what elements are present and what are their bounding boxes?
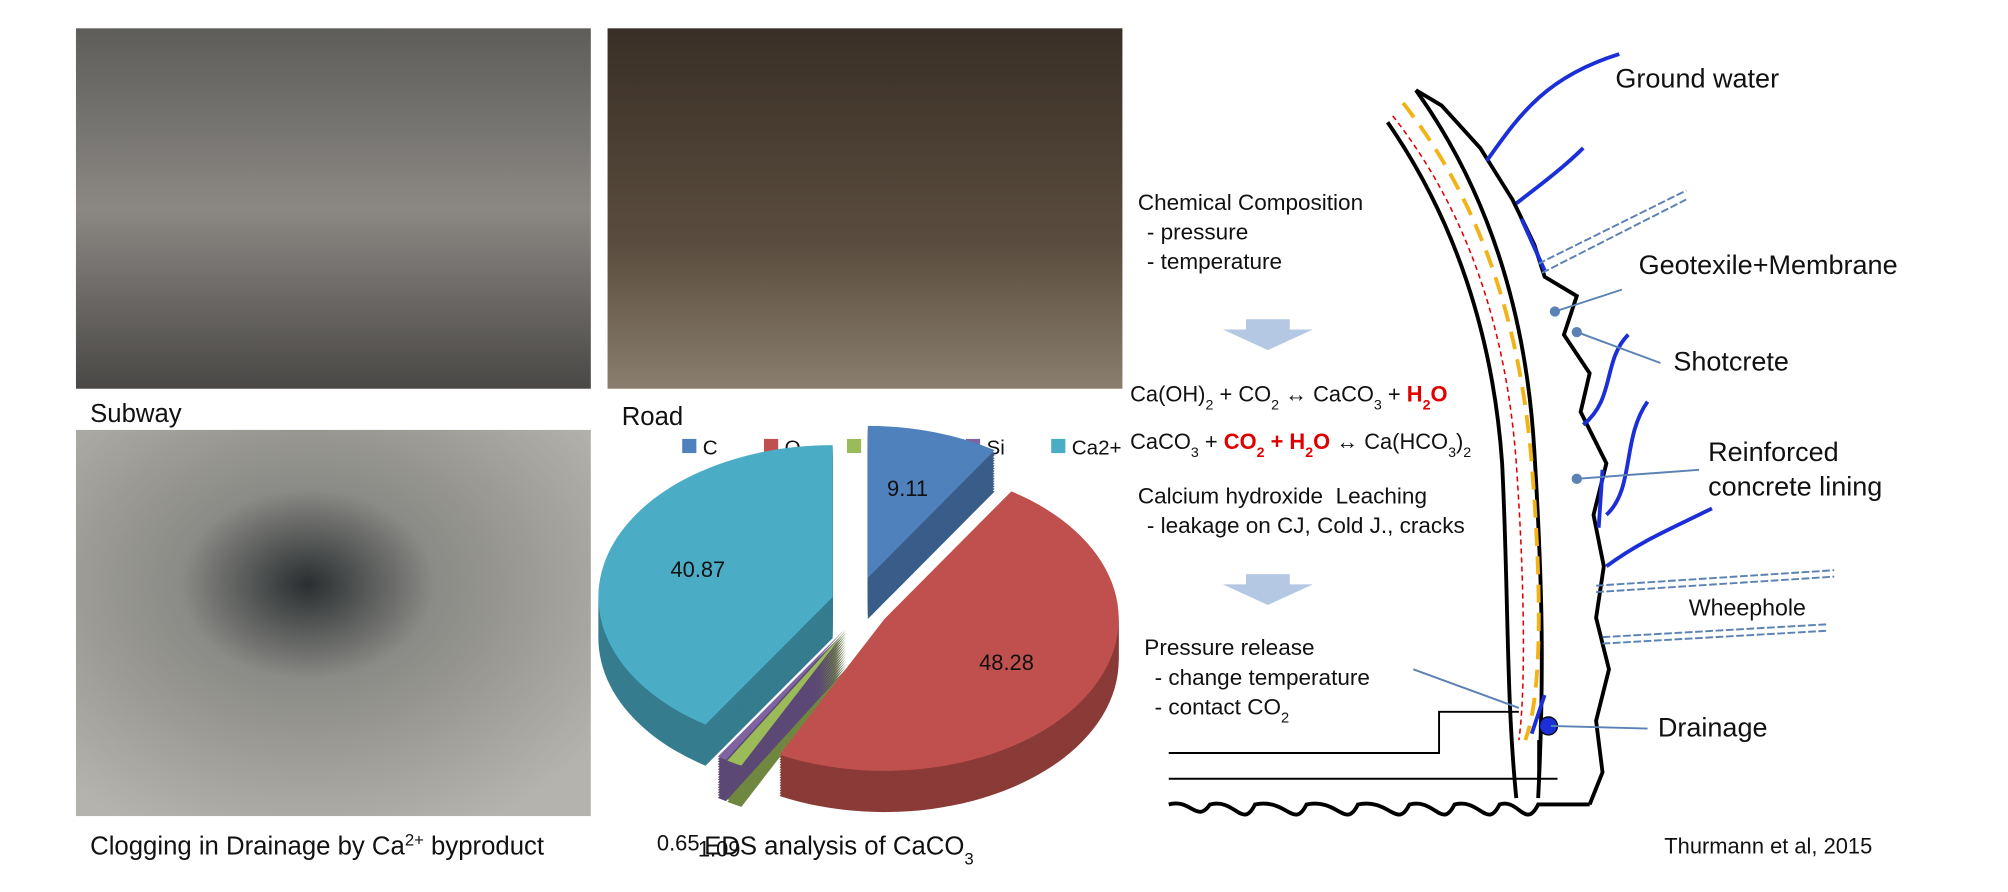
text-run: 3 (1448, 445, 1456, 461)
lining-inner (1385, 121, 1519, 799)
text-run: - temperature (1147, 249, 1282, 274)
tunnel-diagram (1168, 52, 1835, 817)
diagram-label: Drainage (1658, 712, 1768, 742)
legend-swatch (764, 438, 779, 454)
mechanism-line: Calcium hydroxide Leaching (1138, 483, 1427, 508)
lining-outer (1414, 88, 1544, 799)
text-run: CaCO (1130, 429, 1191, 454)
photo-caption: Subway (90, 400, 182, 428)
text-run: - contact CO (1155, 694, 1281, 719)
chart-caption: EDS analysis of CaCO3 (704, 833, 974, 869)
diagram-label: Ground water (1615, 64, 1779, 94)
data-label: 1.09 (698, 836, 741, 861)
leader-lines (1412, 189, 1835, 730)
text-run: 3 (964, 849, 973, 868)
mechanism-line: - temperature (1147, 249, 1282, 274)
text-run: Subway (90, 400, 182, 428)
mechanism-line: - pressure (1147, 219, 1248, 244)
photo-drainage (75, 429, 591, 817)
diagram-label: Wheephole (1689, 594, 1806, 620)
text-run: + CO (1213, 382, 1271, 407)
data-label: 0.65 (657, 830, 700, 855)
slice (867, 425, 995, 578)
mechanism-line: Pressure release (1144, 635, 1314, 660)
text-run: - pressure (1147, 219, 1248, 244)
ground-base (1168, 801, 1590, 817)
down-arrow (1222, 319, 1313, 351)
mechanism-line: - leakage on CJ, Cold J., cracks (1147, 513, 1465, 538)
mechanism-line: - change temperature (1155, 665, 1370, 690)
diagram-label: Reinforced (1708, 437, 1839, 467)
mechanism-line: - contact CO2 (1155, 694, 1290, 726)
credit: Thurmann et al, 2015 (1664, 833, 1872, 858)
invert (1168, 710, 1558, 799)
legend-swatch (846, 438, 862, 454)
mechanism-line: Ca(OH)2 + CO2 ↔ CaCO3 + H2O (1130, 382, 1447, 414)
diagram-label: concrete lining (1708, 472, 1882, 502)
data-label: 9.11 (887, 476, 928, 501)
diagram-label: Shotcrete (1673, 347, 1789, 377)
text-run: 2 (1206, 398, 1214, 414)
text-run: 2 (1257, 445, 1265, 461)
text-run: EDS analysis of CaCO (704, 833, 964, 861)
down-arrow (1222, 574, 1313, 605)
diagram-label: Geotexile+Membrane (1639, 250, 1898, 280)
text-run: Clogging in Drainage by Ca (90, 833, 405, 861)
text-run: Calcium hydroxide Leaching (1138, 483, 1427, 508)
geotextile (1392, 115, 1525, 741)
photo-caption: Clogging in Drainage by Ca2+ byproduct (90, 830, 544, 860)
text-run: CO (1224, 429, 1257, 454)
text-run: O (1431, 382, 1448, 407)
photo-road (607, 28, 1123, 389)
slice (717, 629, 845, 760)
text-run: 2 (1423, 398, 1431, 414)
legend-label: C (703, 436, 718, 459)
text-run: Pressure release (1144, 635, 1314, 660)
text-run: 3 (1191, 445, 1199, 461)
membrane (1401, 101, 1541, 741)
text-run: 2+ (405, 830, 424, 849)
text-run: Road (622, 403, 684, 431)
legend-swatch (682, 438, 697, 454)
legend-label: Ca2+ (1072, 436, 1122, 459)
text-run: H (1407, 382, 1423, 407)
text-run: 2 (1463, 445, 1471, 461)
text-run: + (1382, 382, 1407, 407)
photo-subway (75, 28, 591, 389)
slice (779, 491, 1119, 771)
data-label: 40.87 (670, 557, 725, 582)
mechanism-line: CaCO3 + CO2 + H2O ↔ Ca(HCO3)2 (1130, 429, 1471, 461)
text-run: ↔ CaCO (1279, 382, 1374, 407)
slice (727, 629, 847, 766)
data-label: 48.28 (979, 650, 1034, 675)
text-run: 3 (1374, 398, 1382, 414)
rock-surface (1414, 88, 1611, 806)
text-run: 2 (1271, 398, 1279, 414)
text-run: 2 (1305, 445, 1313, 461)
text-run: 2 (1281, 710, 1289, 726)
mechanism-line: Chemical Composition (1138, 190, 1363, 215)
text-run: Ca(OH) (1130, 382, 1205, 407)
slice (598, 445, 833, 725)
text-run: + H (1265, 429, 1306, 454)
text-run: Chemical Composition (1138, 190, 1363, 215)
text-run: O (1313, 429, 1330, 454)
text-run: - leakage on CJ, Cold J., cracks (1147, 513, 1465, 538)
text-run: ↔ Ca(HCO (1330, 429, 1448, 454)
photo-caption: Road (622, 403, 684, 431)
text-run: ) (1456, 429, 1463, 454)
water-arrows (1485, 52, 1713, 735)
text-run: - change temperature (1155, 665, 1370, 690)
text-run: byproduct (424, 833, 544, 861)
legend-swatch (1051, 438, 1066, 454)
text-run: + (1199, 429, 1224, 454)
